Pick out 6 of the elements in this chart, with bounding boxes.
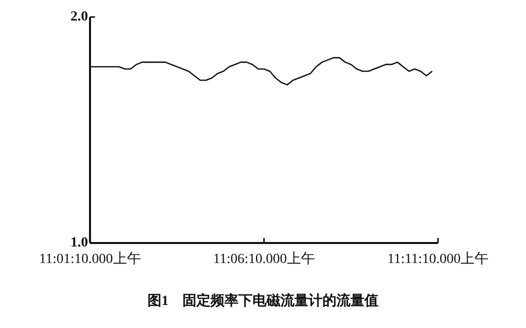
- y-tick-label: 2.0: [70, 10, 88, 24]
- y-tick-label: 1.0: [70, 236, 88, 250]
- x-tick-label: 11:11:10.000上午: [387, 251, 489, 267]
- x-tick-label: 11:01:10.000上午: [39, 251, 141, 267]
- text: 图1 固定频率下电磁流量计的流量值: [148, 292, 378, 309]
- x-tick-label: 11:06:10.000上午: [213, 251, 315, 267]
